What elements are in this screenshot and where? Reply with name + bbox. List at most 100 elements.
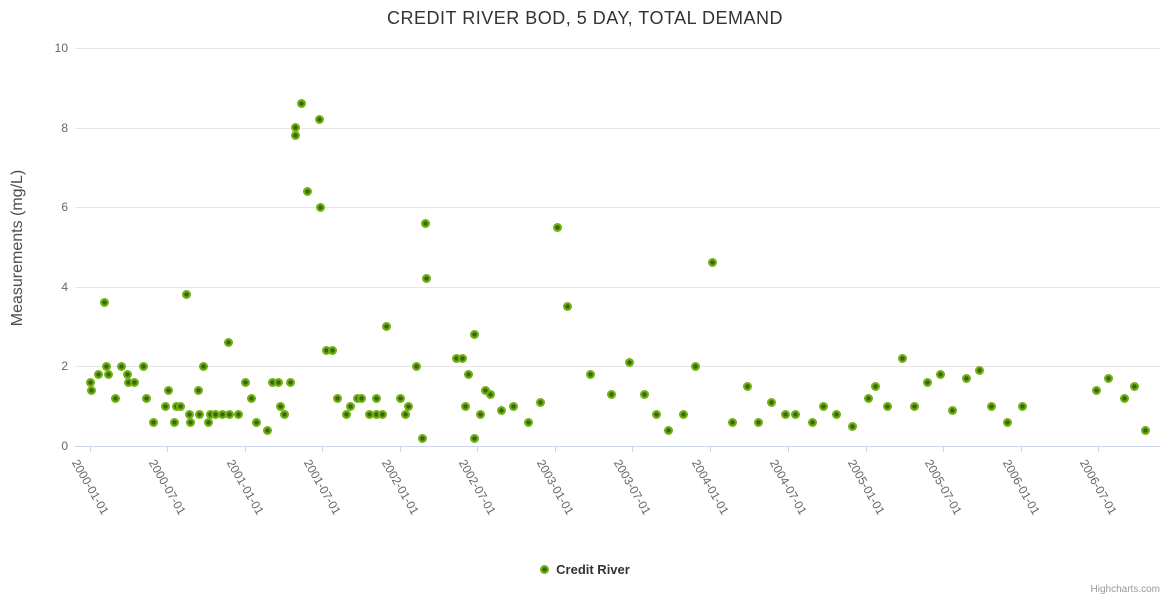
data-point[interactable]	[371, 409, 381, 419]
data-point[interactable]	[193, 385, 203, 395]
data-point[interactable]	[110, 393, 120, 403]
data-point[interactable]	[372, 393, 382, 403]
data-point[interactable]	[497, 405, 507, 415]
data-point[interactable]	[176, 401, 186, 411]
data-point[interactable]	[104, 369, 114, 379]
data-point[interactable]	[297, 99, 307, 109]
data-point[interactable]	[315, 202, 325, 212]
data-point[interactable]	[411, 361, 421, 371]
data-point[interactable]	[357, 393, 367, 403]
data-point[interactable]	[1119, 393, 1129, 403]
data-point[interactable]	[935, 369, 945, 379]
data-point[interactable]	[291, 131, 301, 141]
data-point[interactable]	[217, 409, 227, 419]
data-point[interactable]	[164, 385, 174, 395]
data-point[interactable]	[1002, 417, 1012, 427]
data-point[interactable]	[290, 123, 300, 133]
data-point[interactable]	[123, 377, 133, 387]
legend-item-credit-river[interactable]: Credit River	[540, 562, 630, 577]
data-point[interactable]	[332, 393, 342, 403]
data-point[interactable]	[754, 417, 764, 427]
data-point[interactable]	[322, 345, 332, 355]
data-point[interactable]	[401, 409, 411, 419]
data-point[interactable]	[185, 409, 195, 419]
data-point[interactable]	[883, 401, 892, 411]
data-point[interactable]	[780, 409, 790, 419]
data-point[interactable]	[728, 417, 738, 427]
data-point[interactable]	[766, 397, 776, 407]
data-point[interactable]	[651, 409, 661, 419]
data-point[interactable]	[101, 361, 111, 371]
data-point[interactable]	[204, 417, 214, 427]
data-point[interactable]	[1091, 385, 1101, 395]
data-point[interactable]	[463, 369, 473, 379]
data-point[interactable]	[509, 401, 519, 411]
data-point[interactable]	[523, 417, 533, 427]
data-point[interactable]	[341, 409, 351, 419]
data-point[interactable]	[303, 186, 313, 196]
data-point[interactable]	[252, 417, 262, 427]
data-point[interactable]	[832, 409, 842, 419]
data-point[interactable]	[186, 417, 196, 427]
data-point[interactable]	[451, 353, 461, 363]
data-point[interactable]	[93, 369, 103, 379]
data-point[interactable]	[225, 409, 235, 419]
data-point[interactable]	[161, 401, 171, 411]
data-point[interactable]	[170, 417, 180, 427]
data-point[interactable]	[195, 409, 205, 419]
data-point[interactable]	[485, 389, 495, 399]
data-point[interactable]	[404, 401, 414, 411]
data-point[interactable]	[974, 365, 984, 375]
data-point[interactable]	[241, 377, 251, 387]
data-point[interactable]	[181, 290, 191, 300]
data-point[interactable]	[469, 330, 479, 340]
data-point[interactable]	[563, 302, 573, 312]
data-point[interactable]	[141, 393, 151, 403]
data-point[interactable]	[395, 393, 405, 403]
data-point[interactable]	[378, 409, 388, 419]
data-point[interactable]	[345, 401, 355, 411]
data-point[interactable]	[679, 409, 689, 419]
data-point[interactable]	[961, 373, 971, 383]
data-point[interactable]	[585, 369, 595, 379]
data-point[interactable]	[280, 409, 290, 419]
data-point[interactable]	[470, 433, 480, 443]
data-point[interactable]	[847, 421, 857, 431]
data-point[interactable]	[85, 377, 95, 387]
data-point[interactable]	[381, 322, 391, 332]
data-point[interactable]	[199, 361, 209, 371]
data-point[interactable]	[327, 345, 337, 355]
data-point[interactable]	[863, 393, 873, 403]
data-point[interactable]	[947, 405, 957, 415]
data-point[interactable]	[139, 361, 148, 371]
data-point[interactable]	[1129, 381, 1139, 391]
data-point[interactable]	[922, 377, 932, 387]
data-point[interactable]	[607, 389, 617, 399]
data-point[interactable]	[536, 397, 546, 407]
data-point[interactable]	[690, 361, 700, 371]
data-point[interactable]	[553, 222, 563, 232]
data-point[interactable]	[457, 353, 467, 363]
data-point[interactable]	[205, 409, 215, 419]
data-point[interactable]	[285, 377, 295, 387]
data-point[interactable]	[276, 401, 286, 411]
data-point[interactable]	[480, 385, 490, 395]
data-point[interactable]	[87, 385, 97, 395]
data-point[interactable]	[116, 361, 126, 371]
data-point[interactable]	[1141, 425, 1151, 435]
data-point[interactable]	[422, 274, 432, 284]
data-point[interactable]	[263, 425, 272, 435]
data-point[interactable]	[420, 218, 430, 228]
data-point[interactable]	[743, 381, 753, 391]
data-point[interactable]	[314, 115, 324, 125]
data-point[interactable]	[210, 409, 220, 419]
data-point[interactable]	[268, 377, 278, 387]
data-point[interactable]	[818, 401, 828, 411]
data-point[interactable]	[129, 377, 139, 387]
data-point[interactable]	[1018, 401, 1028, 411]
data-point[interactable]	[1103, 373, 1113, 383]
data-point[interactable]	[791, 409, 801, 419]
data-point[interactable]	[909, 401, 919, 411]
data-point[interactable]	[223, 338, 233, 348]
data-point[interactable]	[898, 353, 908, 363]
